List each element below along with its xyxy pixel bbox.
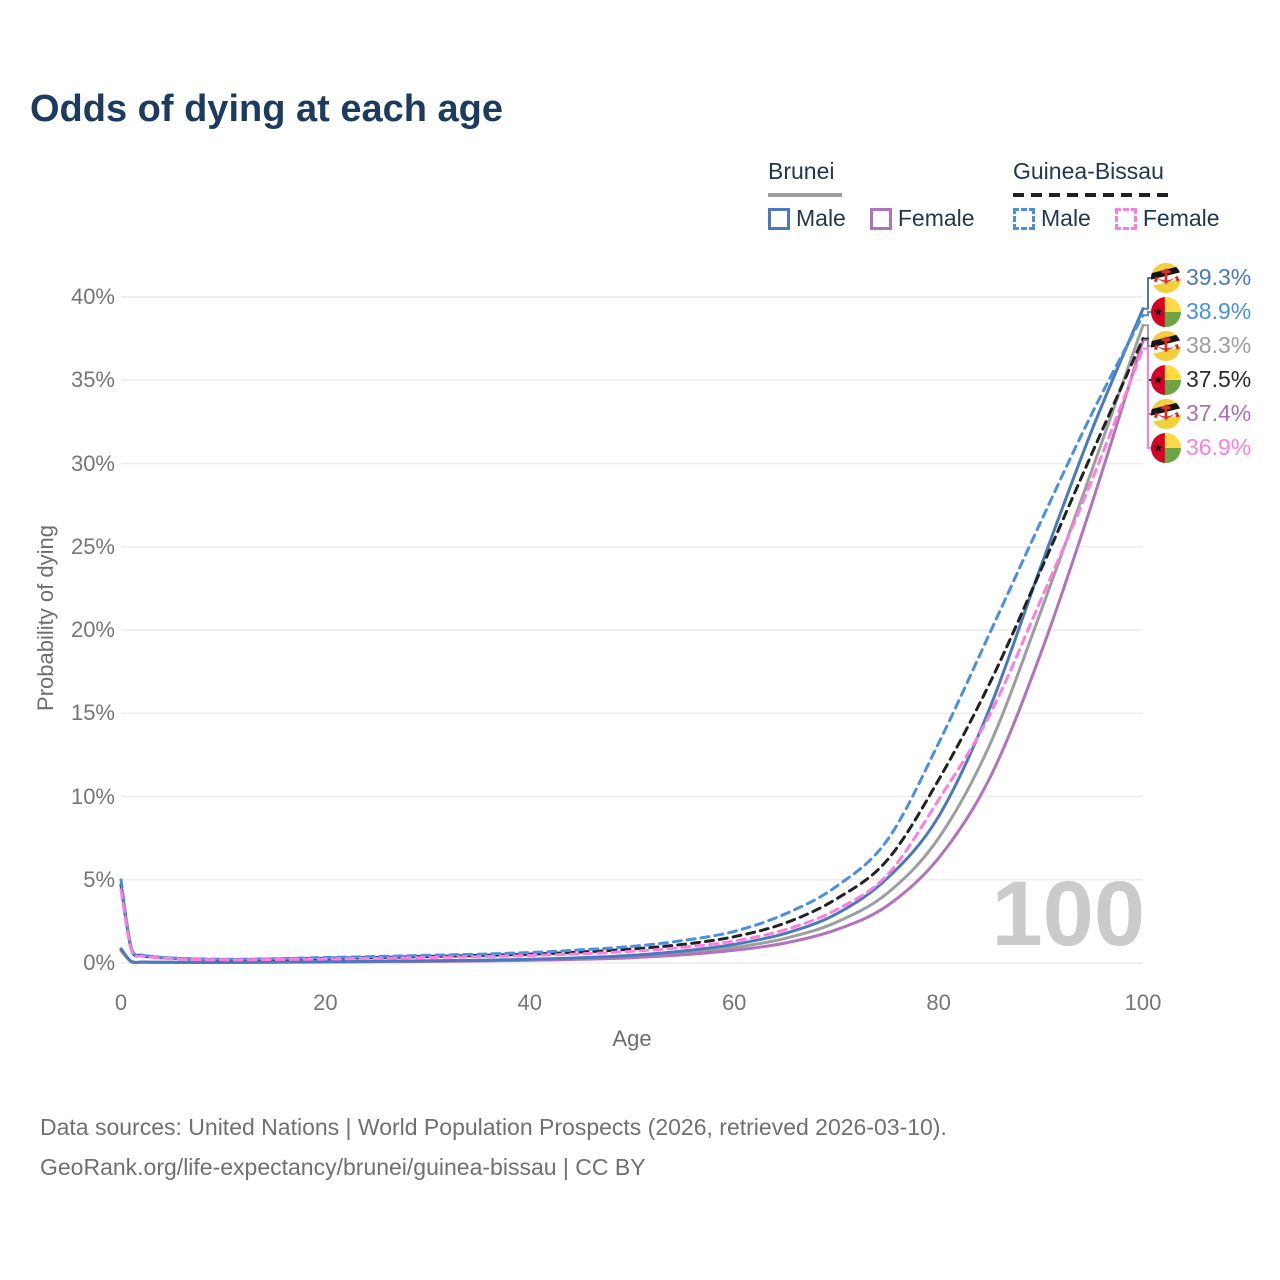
legend-label: Male: [1041, 205, 1091, 231]
end-value-label: 38.9%: [1186, 298, 1251, 324]
end-value-label: 37.5%: [1186, 366, 1251, 392]
series-line-guinea-bissau-both-sexes[interactable]: [119, 337, 1145, 962]
series-line-brunei-both-sexes[interactable]: [119, 323, 1145, 965]
flag-icon-guinea-bissau: [1151, 297, 1181, 327]
x-tick-label: 80: [926, 990, 951, 1015]
y-tick-label: 10%: [70, 783, 115, 809]
flag-icon-brunei: [1151, 263, 1181, 293]
legend-group-brunei: Brunei Male Female: [768, 158, 991, 232]
legend-label: Female: [897, 205, 975, 231]
legend-group-guinea-bissau: Guinea-Bissau Male Female: [1013, 158, 1236, 232]
page-title: Odds of dying at each age: [30, 88, 503, 130]
legend-swatch-brunei-male: [768, 207, 790, 230]
legend-label: Female: [1142, 205, 1220, 231]
y-tick-label: 20%: [70, 617, 115, 642]
label-connector: [1143, 277, 1152, 310]
flag-icon-guinea-bissau: [1151, 365, 1181, 395]
legend-underline-guinea-bissau: [1013, 193, 1173, 197]
legend-label: Male: [796, 205, 846, 231]
legend-underline-brunei: [768, 193, 842, 197]
y-tick-label: 25%: [70, 533, 115, 559]
x-axis-title: Age: [612, 1026, 652, 1051]
y-axis-title: Probability of dying: [33, 525, 58, 711]
x-tick-label: 60: [721, 990, 747, 1015]
legend-swatch-brunei-female: [869, 207, 892, 230]
end-value-label: 36.9%: [1186, 434, 1251, 460]
y-tick-label: 15%: [70, 700, 115, 726]
y-tick-label: 35%: [70, 367, 115, 393]
y-tick-label: 40%: [70, 284, 115, 309]
label-connector: [1143, 324, 1152, 347]
series-line-brunei-male[interactable]: [119, 307, 1145, 964]
footer-attribution: GeoRank.org/life-expectancy/brunei/guine…: [40, 1154, 646, 1180]
age-counter-watermark: 100: [992, 863, 1146, 965]
y-tick-label: 30%: [70, 450, 115, 476]
end-value-label: 37.4%: [1186, 400, 1251, 426]
series-line-guinea-bissau-male[interactable]: [119, 313, 1145, 961]
series-line-guinea-bissau-female[interactable]: [119, 347, 1145, 962]
y-tick-label: 0%: [83, 950, 115, 975]
legend-swatch-guinea-bissau-female: [1114, 207, 1137, 230]
y-tick-label: 5%: [83, 866, 115, 892]
legend-item-guinea-bissau-female[interactable]: Female: [1114, 205, 1220, 232]
x-tick-label: 20: [313, 990, 338, 1015]
legend-country-guinea-bissau: Guinea-Bissau: [1013, 158, 1164, 184]
footer-data-sources: Data sources: United Nations | World Pop…: [40, 1114, 947, 1140]
flag-icon-brunei: [1151, 399, 1181, 429]
label-connector: [1143, 311, 1152, 317]
flag-icon-guinea-bissau: [1151, 433, 1181, 463]
legend-item-guinea-bissau-male[interactable]: Male: [1013, 205, 1091, 232]
x-tick-label: 0: [114, 990, 128, 1015]
legend-item-brunei-female[interactable]: Female: [869, 205, 975, 232]
x-tick-label: 100: [1124, 990, 1162, 1015]
x-tick-label: 40: [517, 990, 543, 1015]
flag-icon-brunei: [1151, 331, 1181, 361]
series-line-brunei-female[interactable]: [119, 338, 1145, 965]
end-value-label: 39.3%: [1186, 264, 1251, 290]
label-connector: [1143, 347, 1152, 449]
legend-country-brunei: Brunei: [768, 158, 835, 184]
footer: Data sources: United Nations | World Pop…: [40, 1107, 947, 1187]
end-value-label: 38.3%: [1186, 332, 1251, 358]
legend-swatch-guinea-bissau-male: [1013, 207, 1035, 230]
legend-item-brunei-male[interactable]: Male: [768, 205, 846, 232]
